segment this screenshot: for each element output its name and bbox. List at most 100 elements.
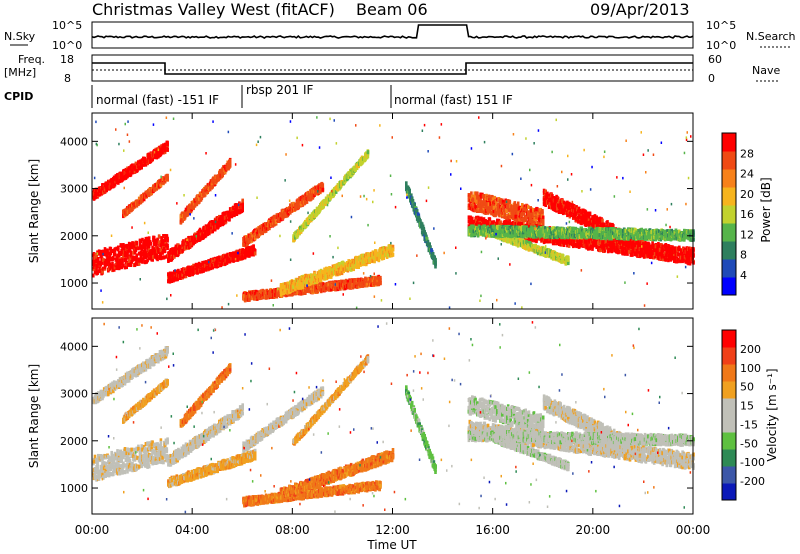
heatmap-cell	[147, 246, 150, 251]
heatmap-cell	[142, 162, 145, 166]
heatmap-cell	[131, 163, 134, 168]
heatmap-cell	[161, 241, 164, 245]
nave-label: Nave	[752, 64, 780, 77]
heatmap-cell	[253, 232, 256, 237]
heatmap-cell	[284, 284, 287, 289]
heatmap-cell	[385, 252, 388, 257]
heatmap-cell	[208, 185, 212, 190]
heatmap-cell	[155, 252, 158, 256]
heatmap-cell	[367, 277, 371, 282]
heatmap-cell	[113, 265, 117, 270]
heatmap-cell	[129, 172, 133, 177]
heatmap-cell	[106, 248, 109, 253]
heatmap-cell	[152, 237, 155, 242]
heatmap-cell	[289, 284, 293, 289]
heatmap-cell	[152, 255, 155, 260]
heatmap-cell	[203, 225, 206, 230]
heatmap-cell	[183, 215, 187, 220]
heatmap-cell	[278, 218, 281, 223]
cpid-segment-2: rbsp 201 IF	[246, 83, 313, 97]
nsky-label: N.Sky	[4, 30, 36, 43]
heatmap-cell	[213, 258, 217, 263]
heatmap-cell	[180, 215, 184, 220]
cpid-segment-1: normal (fast) -151 IF	[96, 93, 219, 107]
heatmap-cell	[371, 278, 375, 283]
heatmap-cell	[140, 246, 143, 251]
date-title: 09/Apr/2013	[590, 0, 690, 19]
heatmap-cell	[319, 189, 322, 194]
heatmap-cell	[247, 239, 250, 244]
nave-tick-top: 60	[708, 53, 722, 66]
heatmap-cell	[231, 212, 234, 217]
heatmap-cell	[147, 236, 151, 241]
heatmap-cell	[347, 259, 350, 264]
heatmap-cell	[305, 199, 309, 204]
nsky-tick-top: 10^5	[52, 19, 82, 32]
heatmap-cell	[166, 246, 169, 250]
heatmap-cell	[252, 252, 255, 257]
heatmap-cell	[159, 248, 163, 253]
heatmap-cell	[253, 248, 257, 253]
heatmap-cell	[377, 282, 381, 287]
heatmap-cell	[144, 251, 148, 256]
heatmap-cell	[176, 277, 179, 282]
heatmap-cell	[117, 247, 120, 252]
heatmap-cell	[132, 170, 135, 175]
heatmap-cell	[93, 263, 97, 268]
heatmap-cell	[289, 288, 293, 292]
heatmap-cell	[233, 212, 236, 216]
freq-label-2: [MHz]	[4, 66, 36, 79]
heatmap-cell	[242, 243, 245, 247]
heatmap-cell	[292, 287, 295, 292]
heatmap-cell	[149, 254, 153, 259]
heatmap-cell	[268, 226, 271, 231]
heatmap-cell	[211, 184, 214, 189]
heatmap-cell	[258, 293, 262, 298]
heatmap-cell	[142, 255, 146, 260]
heatmap-cell	[292, 285, 295, 290]
heatmap-cell	[291, 291, 295, 296]
heatmap-cell	[219, 263, 223, 267]
heatmap-cell	[196, 232, 199, 237]
heatmap-cell	[324, 288, 327, 292]
heatmap-cell	[166, 142, 169, 147]
heatmap-cell	[135, 253, 138, 258]
heatmap-cell	[97, 257, 100, 261]
heatmap-cell	[304, 273, 308, 278]
heatmap-cell	[321, 183, 325, 188]
heatmap-cell	[115, 266, 118, 271]
heatmap-cell	[191, 235, 194, 240]
heatmap-cell	[198, 199, 201, 204]
heatmap-cell	[184, 242, 188, 247]
heatmap-cell	[111, 264, 114, 269]
heatmap-cell	[287, 211, 290, 216]
heatmap-cell	[184, 274, 188, 279]
heatmap-cell	[112, 255, 115, 260]
heatmap-cell	[108, 253, 112, 258]
heatmap-cell	[153, 251, 157, 256]
heatmap-cell	[298, 196, 301, 201]
heatmap-cell	[296, 233, 300, 238]
heatmap-cell	[127, 262, 131, 267]
heatmap-cell	[125, 264, 128, 269]
heatmap-cell	[128, 247, 132, 252]
heatmap-cell	[362, 253, 365, 258]
heatmap-cell	[185, 244, 189, 249]
cpid-label: CPID	[4, 90, 33, 103]
heatmap-cell	[241, 202, 244, 207]
heatmap-cell	[121, 247, 124, 252]
heatmap-cell	[120, 244, 123, 249]
heatmap-cell	[102, 190, 105, 195]
heatmap-cell	[248, 253, 251, 258]
heatmap-cell	[218, 255, 221, 260]
heatmap-cell	[319, 282, 322, 287]
heatmap-cell	[117, 253, 121, 258]
heatmap-cell	[145, 253, 148, 258]
heatmap-cell	[314, 274, 317, 278]
heatmap-cell	[117, 180, 120, 185]
heatmap-cell	[140, 165, 143, 170]
heatmap-cell	[170, 279, 174, 283]
heatmap-cell	[95, 254, 98, 259]
heatmap-cell	[241, 208, 244, 213]
heatmap-cell	[289, 210, 292, 215]
